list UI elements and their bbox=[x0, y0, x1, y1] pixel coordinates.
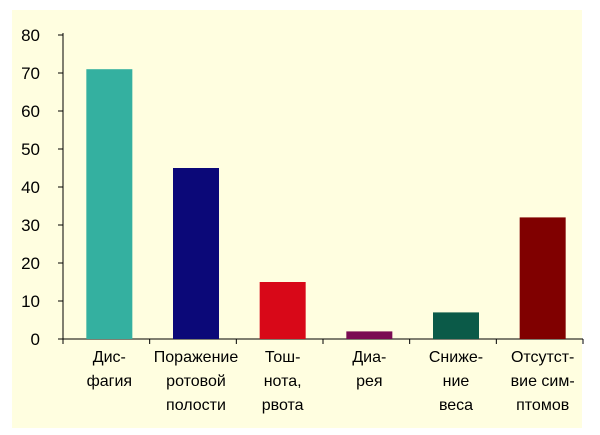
y-tick-label: 80 bbox=[21, 26, 40, 45]
category-label: Тош-нота, рвота bbox=[262, 349, 304, 414]
y-tick-label: 30 bbox=[21, 216, 40, 235]
y-tick-label: 10 bbox=[21, 292, 40, 311]
y-tick-label: 40 bbox=[21, 178, 40, 197]
y-tick-label: 70 bbox=[21, 64, 40, 83]
y-tick-label: 50 bbox=[21, 140, 40, 159]
y-tick-label: 20 bbox=[21, 254, 40, 273]
category-label: Сниже-ние веса bbox=[429, 349, 483, 414]
bar bbox=[86, 69, 133, 339]
bar bbox=[173, 168, 219, 339]
category-label: Диа-рея bbox=[352, 349, 386, 390]
y-tick-label: 0 bbox=[31, 330, 40, 349]
bar bbox=[259, 282, 306, 339]
category-labels: Дис-фагия Поражение ротовой полости Тош-нота… bbox=[87, 349, 575, 414]
bar bbox=[346, 331, 393, 339]
y-tick-label: 60 bbox=[21, 102, 40, 121]
category-label: Дис-фагия bbox=[87, 349, 133, 390]
category-label: Отсутст-вие сим-птомов bbox=[511, 349, 575, 414]
bar bbox=[433, 312, 479, 339]
y-tick-labels: 0 10 20 30 40 50 60 70 80 bbox=[21, 26, 40, 349]
bars bbox=[86, 69, 566, 339]
category-label: Поражение ротовой полости bbox=[154, 349, 239, 414]
bar bbox=[519, 217, 566, 339]
axes bbox=[58, 33, 584, 344]
